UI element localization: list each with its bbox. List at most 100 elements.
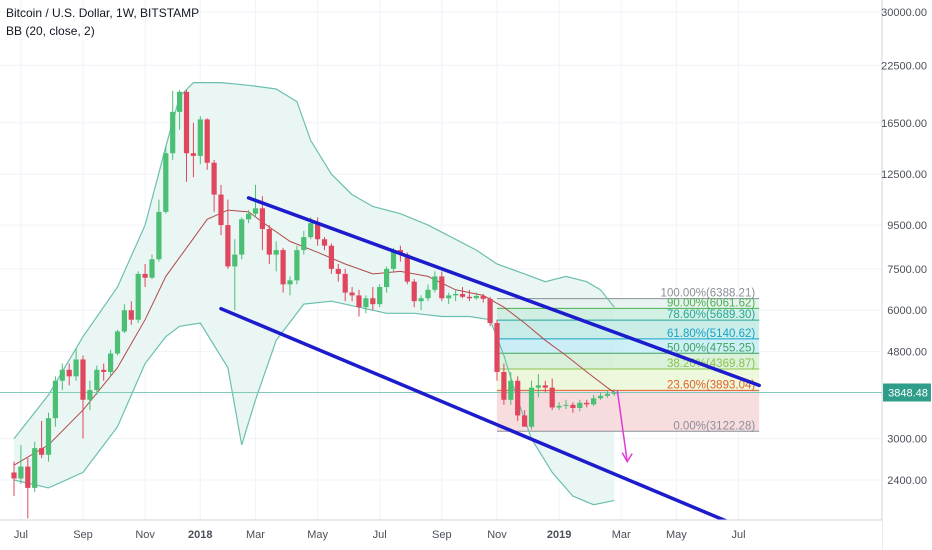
time-axis-background: [0, 520, 882, 550]
candle: [73, 347, 79, 381]
price-tick-label: 30000.00: [881, 7, 927, 19]
fib-level-label: 90.00%(6061.62): [667, 297, 755, 309]
fib-level-label: 61.80%(5140.62): [667, 328, 755, 340]
candle: [453, 289, 459, 302]
fibonacci-retracement[interactable]: 100.00%(6388.21)90.00%(6061.62)78.60%(56…: [497, 288, 760, 433]
candle-body: [390, 250, 397, 269]
candle: [480, 293, 486, 303]
price-tick-label: 3000.00: [887, 434, 927, 446]
fib-level-label: 23.60%(3893.04): [667, 379, 755, 391]
price-tick-label: 4800.00: [887, 347, 927, 359]
candle: [356, 289, 362, 317]
candle: [66, 363, 72, 386]
candle: [508, 371, 514, 405]
candle-body: [432, 276, 438, 290]
candle-body: [453, 293, 459, 296]
candle-body: [356, 295, 362, 308]
candle: [190, 122, 196, 178]
time-tick-label: Nov: [487, 529, 507, 541]
candle: [542, 380, 548, 393]
candle-body: [411, 281, 417, 302]
candle: [342, 268, 348, 302]
candle: [577, 399, 583, 412]
candle: [287, 276, 293, 296]
candle-body: [321, 239, 328, 246]
candle-body: [197, 119, 203, 156]
candle-body: [459, 293, 466, 297]
price-tick-label: 2400.00: [887, 475, 927, 487]
candle: [584, 399, 590, 408]
candlestick-series: [11, 89, 617, 519]
candle-body: [611, 392, 617, 394]
candle: [197, 116, 203, 165]
price-axis[interactable]: 30000.00 22500.00 16500.00 12500.00 9500.00 7…: [881, 0, 932, 550]
channel-lines[interactable]: [219, 196, 761, 526]
candle-body: [577, 402, 583, 408]
candle: [294, 245, 300, 285]
candle: [328, 243, 334, 274]
candle-body: [308, 223, 314, 238]
fib-zone: [497, 353, 760, 369]
price-tick-label: 7500.00: [887, 264, 927, 276]
candle: [59, 363, 65, 391]
candle-body: [501, 371, 507, 400]
candle-body: [294, 250, 300, 281]
candle: [273, 241, 279, 272]
candle: [156, 199, 162, 262]
arrow-head: [621, 452, 633, 464]
candle-body: [73, 359, 79, 377]
candle-body: [556, 405, 562, 408]
candle: [121, 304, 127, 334]
candle-body: [349, 292, 355, 296]
candle: [101, 363, 107, 381]
candle-body: [335, 268, 341, 274]
candle: [246, 210, 252, 224]
fib-zone: [497, 338, 760, 354]
candle: [411, 279, 417, 308]
fib-level-label: 100.00%(6388.21): [661, 288, 756, 300]
candle: [604, 390, 610, 398]
candle: [204, 118, 210, 170]
candle: [280, 247, 286, 293]
time-tick-label: Sep: [432, 529, 452, 541]
candle-body: [328, 245, 334, 269]
symbol-title[interactable]: Bitcoin / U.S. Dollar, 1W, BITSTAMP: [6, 6, 200, 20]
candle-body: [425, 289, 431, 299]
candle: [108, 349, 114, 377]
candle: [80, 355, 86, 439]
candle: [349, 287, 355, 302]
candle: [335, 263, 341, 282]
candle-body: [446, 295, 452, 299]
candle-body: [128, 310, 134, 320]
indicator-label[interactable]: BB (20, close, 2): [6, 24, 95, 38]
candle-body: [239, 219, 245, 255]
candle: [170, 90, 176, 160]
candle: [494, 319, 500, 381]
candle: [177, 89, 183, 130]
candle-body: [570, 404, 576, 408]
candle: [11, 461, 17, 497]
projection-arrow[interactable]: [616, 389, 633, 464]
candle-body: [542, 385, 548, 388]
candle-body: [604, 393, 610, 396]
candle-body: [487, 298, 493, 324]
candle: [363, 295, 369, 314]
candle: [163, 146, 169, 214]
candle-body: [522, 415, 528, 427]
fib-level-label: 0.00%(3122.28): [673, 420, 755, 432]
time-axis[interactable]: Jul Sep Nov 2018 Mar May Jul Sep Nov 2019 Mar May Ju…: [0, 519, 882, 550]
candle: [418, 295, 424, 311]
candle: [142, 263, 148, 288]
candle: [128, 301, 134, 325]
candle-body: [80, 359, 86, 400]
current-price-tag: [883, 383, 931, 402]
candle-body: [59, 369, 65, 381]
candle: [384, 266, 390, 293]
time-tick-label: Jul: [14, 529, 28, 541]
chart-legend: Bitcoin / U.S. Dollar, 1W, BITSTAMP BB (…: [6, 4, 199, 40]
fib-zone: [497, 320, 760, 339]
candle: [570, 402, 576, 413]
candle-body: [108, 353, 114, 372]
candle-body: [584, 402, 590, 405]
